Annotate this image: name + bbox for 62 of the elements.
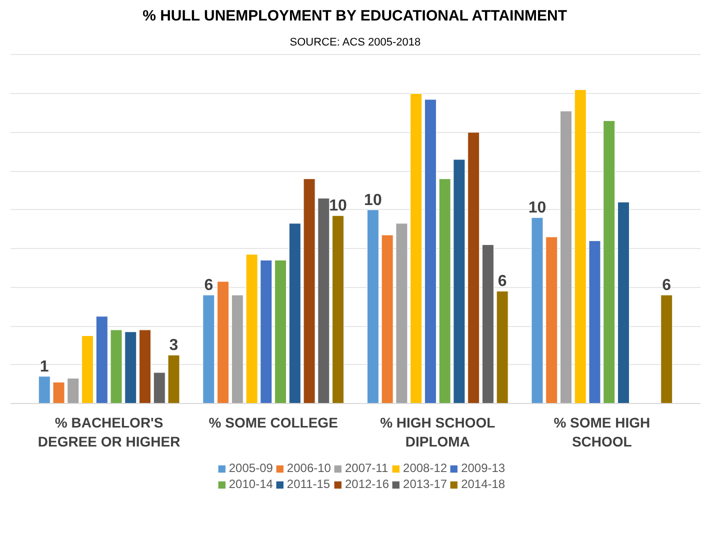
bar	[617, 202, 630, 404]
bar	[202, 294, 215, 404]
legend-label: 2007-11	[344, 461, 388, 475]
bar	[410, 93, 422, 404]
bar	[396, 223, 408, 404]
bar	[318, 198, 330, 404]
legend-label: 2011-15	[286, 477, 330, 491]
bar	[574, 90, 586, 404]
bar	[303, 178, 316, 404]
bar	[660, 294, 673, 404]
data-label: 3	[169, 337, 178, 354]
legend-label: 2014-18	[461, 477, 506, 491]
data-label: 10	[329, 198, 348, 215]
x-tick-label: % BACHELOR'S DEGREE OR HIGHER	[38, 414, 180, 450]
bar	[153, 372, 166, 404]
data-label: 6	[498, 273, 507, 290]
bar	[468, 132, 480, 404]
data-label: 6	[204, 277, 214, 294]
bar	[453, 159, 466, 404]
bar	[438, 178, 451, 404]
x-tick-label: % HIGH SCHOOL DIPLOMA	[380, 414, 496, 450]
bar	[482, 244, 494, 404]
legend-label: 2008-12	[403, 461, 448, 475]
bar	[274, 260, 287, 404]
data-label: 10	[364, 192, 382, 209]
data-label: 6	[662, 277, 672, 294]
chart-subtitle: SOURCE: ACS 2005-2018	[290, 36, 421, 48]
bar	[588, 240, 601, 404]
bar	[496, 290, 508, 404]
bar	[231, 294, 244, 404]
data-label: 10	[528, 200, 546, 217]
bar	[139, 330, 152, 404]
bar	[424, 99, 436, 404]
bar	[546, 236, 558, 404]
chart-title: % HULL UNEMPLOYMENT BY EDUCATIONAL ATTAINMENT	[142, 8, 568, 24]
bar	[531, 217, 544, 404]
bar	[332, 215, 344, 404]
x-tick-label: % SOME COLLEGE	[208, 414, 338, 430]
bar	[366, 210, 379, 404]
bar	[246, 254, 258, 404]
legend-label: 2010-14	[228, 477, 273, 491]
legend-label: 2006-10	[286, 461, 331, 475]
legend-label: 2005-09	[228, 461, 273, 475]
legend-label: 2012-16	[344, 477, 390, 491]
bar	[603, 120, 616, 404]
bar	[52, 382, 65, 404]
bar	[96, 316, 108, 404]
bar	[168, 354, 180, 404]
legend-label: 2013-17	[403, 477, 448, 491]
data-label: 1	[40, 358, 49, 376]
bar	[217, 281, 230, 404]
bar	[124, 332, 137, 404]
x-tick-label: % SOME HIGH SCHOOL	[554, 414, 650, 450]
bar	[110, 330, 122, 404]
bar	[260, 260, 272, 404]
bar	[381, 234, 394, 404]
bar	[560, 110, 572, 404]
bar	[288, 223, 301, 404]
bar	[82, 335, 94, 404]
bar	[38, 376, 50, 404]
bar	[67, 378, 80, 404]
legend-label: 2009-13	[461, 461, 506, 475]
